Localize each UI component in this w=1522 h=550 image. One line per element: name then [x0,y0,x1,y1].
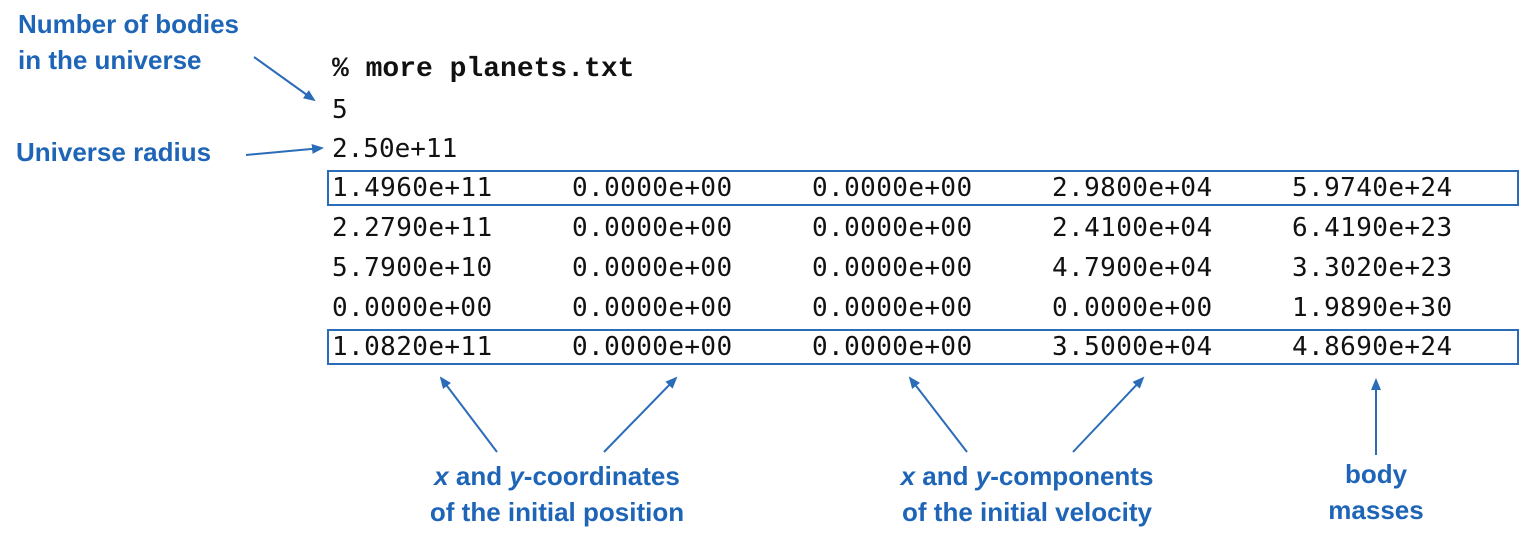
velocity-label-line1: x and y-components [872,458,1182,494]
velocity-label-line2: of the initial velocity [902,497,1152,527]
row-cell: 0.0000e+00 [572,332,733,362]
position-label: x and y-coordinates of the initial posit… [402,458,712,530]
row-cell: 3.5000e+04 [1052,332,1213,362]
body-row: 2.2790e+11 0.0000e+00 0.0000e+00 2.4100e… [332,210,1522,246]
position-rest: -coordinates [523,461,680,491]
row-cell: 0.0000e+00 [812,173,973,203]
row-cell: 6.4190e+23 [1292,213,1453,243]
row-cell: 0.0000e+00 [572,213,733,243]
body-row: 1.4960e+11 0.0000e+00 0.0000e+00 2.9800e… [332,170,1522,206]
position-label-line1: x and y-coordinates [402,458,712,494]
num-bodies-label: Number of bodies in the universe [18,6,239,78]
mass-label-line2: masses [1328,495,1424,525]
row-cell: 2.2790e+11 [332,213,493,243]
row-cell: 0.0000e+00 [812,253,973,283]
velocity-label: x and y-components of the initial veloci… [872,458,1182,530]
mass-label: body masses [1316,456,1436,528]
row-cell: 0.0000e+00 [812,213,973,243]
position-y-var: y [509,461,524,491]
body-row: 1.0820e+11 0.0000e+00 0.0000e+00 3.5000e… [332,329,1522,365]
row-cell: 0.0000e+00 [812,293,973,323]
velocity-and: and [915,461,976,491]
body-row: 5.7900e+10 0.0000e+00 0.0000e+00 4.7900e… [332,250,1522,286]
row-cell: 0.0000e+00 [332,293,493,323]
terminal-command: % more planets.txt [332,54,635,85]
y-velocity-arrow [1072,376,1145,453]
row-cell: 0.0000e+00 [812,332,973,362]
radius-value: 2.50e+11 [332,134,458,164]
velocity-x-var: x [900,461,916,491]
velocity-y-var: y [975,461,991,491]
num-bodies-label-line2: in the universe [18,45,202,75]
row-cell: 3.3020e+23 [1292,253,1453,283]
velocity-rest: -components [990,461,1154,491]
universe-radius-label: Universe radius [16,134,211,170]
position-x-var: x [434,461,449,491]
num-bodies-value: 5 [332,95,348,125]
position-label-line2: of the initial position [429,497,685,527]
row-cell: 2.9800e+04 [1052,173,1213,203]
row-cell: 5.9740e+24 [1292,173,1453,203]
x-velocity-arrow [908,376,968,453]
last-row-highlight-box [327,329,1519,365]
row-cell: 4.8690e+24 [1292,332,1453,362]
row-cell: 5.7900e+10 [332,253,493,283]
position-and: and [448,461,510,491]
row-cell: 0.0000e+00 [572,293,733,323]
row-cell: 0.0000e+00 [572,253,733,283]
row-cell: 4.7900e+04 [1052,253,1213,283]
row-cell: 1.0820e+11 [332,332,493,362]
universe-radius-label-text: Universe radius [16,137,212,167]
row-cell: 1.9890e+30 [1292,293,1453,323]
row-cell: 0.0000e+00 [572,173,733,203]
num-bodies-arrow [253,56,316,102]
num-bodies-label-line1: Number of bodies [18,9,240,39]
row-cell: 0.0000e+00 [1052,293,1213,323]
x-position-arrow [439,376,498,453]
row-cell: 1.4960e+11 [332,173,493,203]
row-cell: 2.4100e+04 [1052,213,1213,243]
radius-arrow [245,143,324,156]
body-row: 0.0000e+00 0.0000e+00 0.0000e+00 0.0000e… [332,290,1522,326]
first-row-highlight-box [327,170,1519,206]
mass-label-line1: body [1344,459,1408,489]
y-position-arrow [603,376,678,453]
